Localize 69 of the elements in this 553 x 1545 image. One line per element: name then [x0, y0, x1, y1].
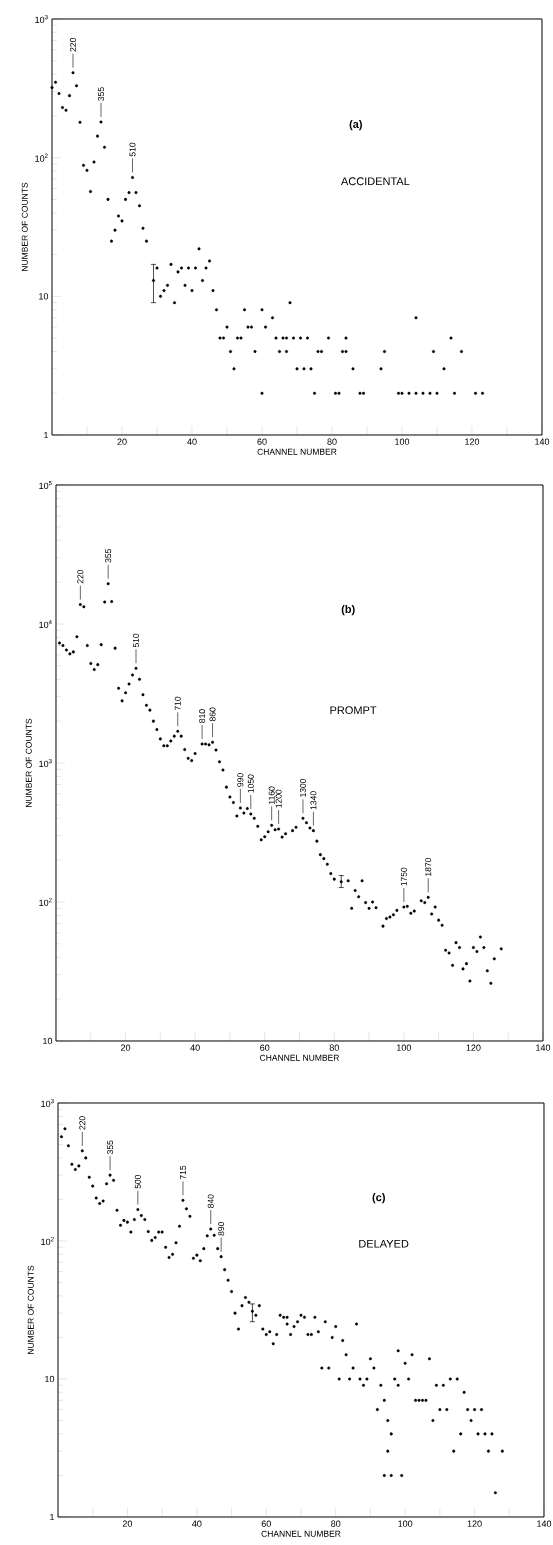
annotation: 355 — [107, 1140, 114, 1155]
x-tick-label: 60 — [260, 1044, 270, 1051]
y-tick-label: 10 — [45, 1375, 55, 1383]
annotation: 510 — [133, 633, 140, 648]
x-tick-label: 40 — [190, 1044, 200, 1051]
annotation: 220 — [79, 1116, 86, 1130]
y-axis-title: NUMBER OF COUNTS — [25, 718, 32, 807]
annotation: 1200 — [275, 789, 282, 808]
annotation: 510 — [129, 142, 136, 157]
annotation: 220 — [77, 569, 84, 584]
x-tick-label: 20 — [121, 1044, 131, 1051]
annotation: 1750 — [400, 867, 407, 886]
text: DELAYED — [359, 1239, 409, 1248]
annotation: 1870 — [425, 857, 432, 876]
annotation: 500 — [134, 1174, 141, 1189]
annotation: 1340 — [310, 791, 317, 810]
y-tick-label: 10 — [39, 293, 49, 300]
x-axis-title: CHANNEL NUMBER — [260, 1054, 339, 1061]
y-tick-label: 10$^{3}$ — [35, 14, 48, 24]
x-tick-label: 40 — [187, 438, 197, 445]
annotation: 1160 — [268, 786, 275, 804]
x-tick-label: 120 — [465, 438, 480, 445]
annotation: 890 — [218, 1222, 225, 1236]
y-tick-label: 10$^{4}$ — [39, 619, 52, 629]
x-tick-label: 20 — [117, 438, 127, 445]
y-tick-label: 10$^{2}$ — [41, 1236, 54, 1246]
x-tick-label: 140 — [537, 1520, 552, 1527]
x-tick-label: 40 — [192, 1520, 202, 1527]
annotation: 1300 — [299, 778, 306, 797]
x-tick-label: 100 — [395, 438, 410, 445]
x-tick-label: 20 — [122, 1520, 133, 1527]
x-tick-label: 80 — [329, 1044, 339, 1051]
annotation: 355 — [98, 87, 104, 101]
x-tick-label: 100 — [397, 1044, 412, 1051]
annotation: 990 — [237, 773, 244, 787]
y-tick-label: 10$^{3}$ — [39, 758, 52, 768]
text: ACCIDENTAL — [340, 177, 410, 186]
y-axis-title: NUMBER OF COUNTS — [21, 182, 28, 271]
annotation: 710 — [174, 696, 181, 711]
annotation: 810 — [199, 709, 206, 723]
x-tick-label: 120 — [466, 1044, 481, 1051]
y-tick-label: 1 — [50, 1513, 55, 1521]
y-tick-label: 10$^{2}$ — [39, 897, 52, 907]
text: (a) — [349, 119, 362, 131]
x-tick-label: 140 — [535, 438, 550, 445]
y-tick-label: 1 — [44, 431, 49, 439]
y-axis-title: NUMBER OF COUNTS — [27, 1265, 34, 1354]
x-tick-label: 80 — [331, 1520, 341, 1527]
annotation: 840 — [207, 1194, 214, 1208]
y-tick-label: 10 — [43, 1037, 53, 1045]
annotation: 220 — [70, 38, 76, 52]
x-tick-label: 100 — [398, 1520, 413, 1527]
annotation: 860 — [209, 707, 216, 722]
annotation: 355 — [105, 549, 112, 563]
y-tick-label: 10$^{5}$ — [39, 480, 52, 490]
text: (b) — [341, 604, 355, 616]
text: (c) — [372, 1193, 385, 1204]
x-tick-label: 140 — [536, 1044, 551, 1051]
y-tick-label: 10$^{3}$ — [41, 1098, 54, 1108]
annotation: 1050 — [247, 774, 254, 793]
x-tick-label: 60 — [261, 1520, 271, 1527]
annotation: 715 — [180, 1165, 186, 1180]
x-axis-title: CHANNEL NUMBER — [257, 448, 337, 455]
y-tick-label: 10$^{2}$ — [35, 153, 48, 162]
x-tick-label: 120 — [467, 1520, 482, 1527]
x-axis-title: CHANNEL NUMBER — [261, 1530, 341, 1537]
text: PROMPT — [330, 706, 377, 715]
x-tick-label: 80 — [327, 438, 337, 445]
x-tick-label: 60 — [257, 438, 267, 445]
